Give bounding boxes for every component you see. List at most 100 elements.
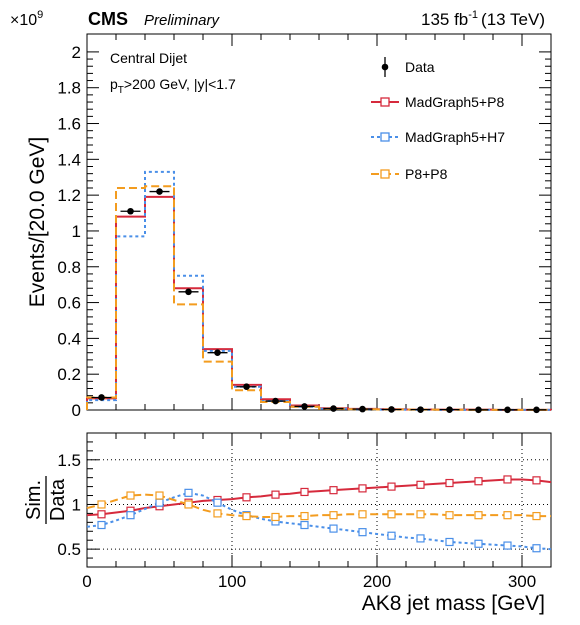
ratio-marker-p8-p8 <box>358 510 367 519</box>
ratio-marker-p8-p8 <box>387 510 396 519</box>
ratio-y-tick-label: 1.5 <box>57 451 81 470</box>
category-label: Central Dijet <box>110 50 187 66</box>
main-y-tick-label: 0.4 <box>57 329 81 348</box>
ratio-series <box>86 475 552 553</box>
ratio-marker-madgraph5-p8 <box>416 480 425 489</box>
ratio-marker-madgraph5-h7 <box>474 539 483 548</box>
ratio-y-tick-label: 1 <box>72 495 81 514</box>
ratio-marker-p8-p8 <box>474 511 483 520</box>
ratio-x-tick-label: 300 <box>508 572 536 591</box>
data-point <box>504 406 511 414</box>
ratio-y-axis-title: Sim. Data <box>23 476 69 524</box>
ratio-line-madgraph5-p8 <box>86 478 552 517</box>
ratio-marker-madgraph5-p8 <box>97 510 106 519</box>
ratio-marker-madgraph5-p8 <box>532 476 541 485</box>
ratio-y-title-numerator: Sim. <box>23 480 45 520</box>
ratio-x-tick-label: 0 <box>82 572 91 591</box>
legend-label-madgraph5-p8: MadGraph5+P8 <box>405 94 504 110</box>
histogram-madgraph5-p8 <box>86 195 552 411</box>
legend: Data MadGraph5+P8 MadGraph5+H7 P8+P8 <box>371 57 505 182</box>
main-y-tick-label: 2 <box>72 43 81 62</box>
ratio-marker-p8-p8 <box>213 509 222 518</box>
data-point <box>243 383 250 391</box>
ratio-marker-p8-p8 <box>155 491 164 500</box>
main-y-axis-title: Events/[20.0 GeV] <box>26 137 49 307</box>
experiment-label: CMS <box>88 9 128 29</box>
main-y-tick-label: 0.8 <box>57 258 81 277</box>
ratio-y-title-denominator: Data <box>47 478 69 521</box>
data-point <box>417 406 424 413</box>
y-exponent-label: ×109 <box>10 9 43 29</box>
ratio-marker-p8-p8 <box>242 511 251 521</box>
ratio-marker-madgraph5-h7 <box>155 498 164 507</box>
ratio-marker-madgraph5-p8 <box>445 478 454 488</box>
legend-marker-madgraph5-p8 <box>380 97 390 107</box>
ratio-axis-ticks: 0.5 1 1.5 0 100 200 300 <box>57 433 552 591</box>
main-y-tick-label: 1.2 <box>57 186 81 205</box>
ratio-marker-madgraph5-h7 <box>184 488 193 497</box>
legend-label-madgraph5-h7: MadGraph5+H7 <box>405 129 505 145</box>
main-y-tick-label: 0.2 <box>57 365 81 384</box>
ratio-marker-p8-p8 <box>184 500 193 509</box>
data-point <box>185 288 192 296</box>
ratio-y-tick-label: 0.5 <box>57 540 81 559</box>
lumi-label: 135 fb-1 (13 TeV) <box>421 9 545 29</box>
ratio-marker-p8-p8 <box>126 491 135 500</box>
ratio-marker-madgraph5-p8 <box>358 484 367 493</box>
ratio-marker-p8-p8 <box>329 511 338 520</box>
ratio-grid <box>87 433 551 567</box>
legend-label-p8-p8: P8+P8 <box>405 166 448 182</box>
ratio-marker-madgraph5-h7 <box>358 528 367 537</box>
data-point <box>330 405 337 412</box>
ratio-marker-madgraph5-p8 <box>242 493 251 502</box>
data-point <box>359 405 366 413</box>
ratio-x-tick-label: 100 <box>218 572 246 591</box>
legend-marker-madgraph5-h7 <box>380 132 390 142</box>
ratio-marker-p8-p8 <box>532 511 541 521</box>
selection-label: pT>200 GeV, |y|<1.7 <box>110 76 236 96</box>
status-label: Preliminary <box>144 12 221 29</box>
data-point <box>446 406 453 413</box>
main-y-tick-label: 1 <box>72 222 81 241</box>
data-point <box>272 397 279 405</box>
ratio-marker-madgraph5-h7 <box>329 524 338 533</box>
main-series <box>86 170 552 414</box>
ratio-marker-madgraph5-h7 <box>445 537 454 547</box>
data-point <box>475 406 482 414</box>
x-axis-title: AK8 jet mass [GeV] <box>362 592 545 615</box>
ratio-marker-madgraph5-p8 <box>474 477 483 486</box>
histogram-p8-p8 <box>86 185 552 411</box>
main-panel: 0 0.2 0.4 0.6 0.8 1 1.2 1.4 1.6 1.8 2 Central Dije… <box>26 33 552 420</box>
legend-label-data: Data <box>405 59 435 75</box>
ratio-marker-madgraph5-h7 <box>300 520 309 530</box>
main-y-tick-label: 1.8 <box>57 79 81 98</box>
ratio-x-tick-label: 200 <box>363 572 391 591</box>
ratio-marker-p8-p8 <box>97 500 106 509</box>
histogram-madgraph5-h7 <box>86 170 552 411</box>
ratio-marker-madgraph5-h7 <box>387 531 396 540</box>
data-point <box>214 349 221 357</box>
ratio-panel: 0.5 1 1.5 0 100 200 300 Sim. Data AK8 jet mass… <box>23 432 552 615</box>
main-y-tick-label: 0 <box>72 401 81 420</box>
legend-marker-data <box>381 63 389 71</box>
ratio-marker-madgraph5-h7 <box>416 534 425 543</box>
ratio-line-p8-p8 <box>86 493 551 518</box>
ratio-marker-madgraph5-h7 <box>213 498 222 507</box>
ratio-marker-p8-p8 <box>271 512 280 522</box>
ratio-marker-madgraph5-p8 <box>387 482 396 491</box>
ratio-marker-madgraph5-h7 <box>126 511 135 520</box>
ratio-marker-p8-p8 <box>300 511 309 521</box>
ratio-marker-madgraph5-p8 <box>329 486 338 495</box>
data-point <box>533 406 540 414</box>
ratio-marker-madgraph5-h7 <box>532 544 541 553</box>
ratio-marker-madgraph5-h7 <box>503 541 512 550</box>
data-point <box>156 188 163 195</box>
ratio-marker-madgraph5-p8 <box>300 487 309 497</box>
main-y-tick-label: 0.6 <box>57 294 81 313</box>
data-point <box>98 394 105 401</box>
main-y-tick-label: 1.6 <box>57 115 81 134</box>
data-point <box>127 207 134 215</box>
ratio-marker-madgraph5-p8 <box>271 490 280 499</box>
y-exponent-power: 9 <box>37 9 43 21</box>
